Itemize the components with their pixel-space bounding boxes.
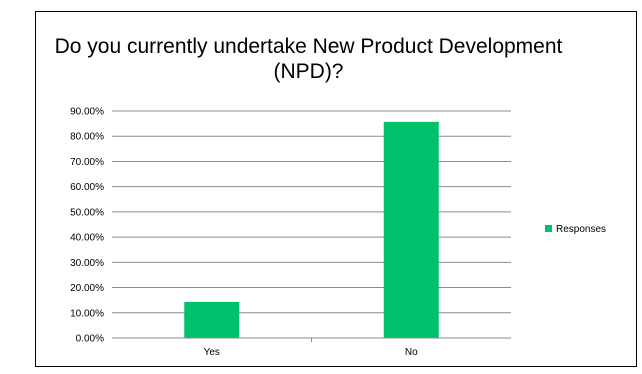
x-category-label: No [405,347,418,358]
y-tick-label: 20.00% [70,283,104,294]
x-category-label: Yes [204,347,220,358]
bar-no [383,121,439,338]
chart-frame: Do you currently undertake New Product D… [35,11,637,367]
chart-title: Do you currently undertake New Product D… [54,35,563,83]
y-tick-label: 80.00% [70,132,104,143]
y-tick-label: 0.00% [76,334,104,345]
y-tick-label: 40.00% [70,233,104,244]
bar-yes [184,301,240,338]
y-tick-label: 90.00% [70,107,104,118]
legend-swatch [545,225,552,232]
bar-chart: 0.00% 10.00% 20.00% 30.00% 40.00% 50.00% 60.00… [70,107,606,359]
y-tick-label: 50.00% [70,207,104,218]
y-tick-label: 70.00% [70,157,104,168]
legend-label: Responses [556,224,606,235]
gridlines [112,110,511,314]
legend: Responses [545,224,606,235]
y-tick-label: 60.00% [70,182,104,193]
bars [184,121,439,338]
y-tick-label: 10.00% [70,308,104,319]
y-tick-label: 30.00% [70,258,104,269]
y-axis-ticks: 0.00% 10.00% 20.00% 30.00% 40.00% 50.00% 60.00… [70,107,104,345]
x-axis: Yes No [112,337,511,358]
